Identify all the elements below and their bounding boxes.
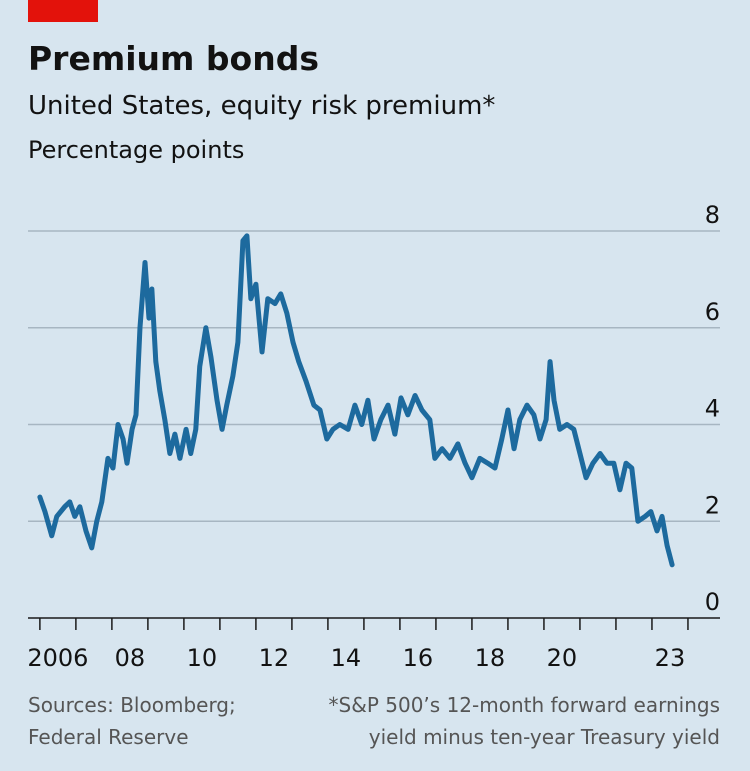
chart-title: Premium bonds: [28, 39, 319, 78]
y-tick-label: 6: [705, 298, 720, 326]
x-tick-label: 2006: [27, 644, 88, 672]
source: Sources: Bloomberg;: [28, 693, 236, 717]
x-tick-label: 18: [475, 644, 506, 672]
x-tick-label: 16: [403, 644, 434, 672]
y-tick-label: 4: [705, 395, 720, 423]
y-tick-label: 0: [705, 588, 720, 616]
y-tick-label: 8: [705, 201, 720, 229]
x-tick-label: 23: [655, 644, 686, 672]
x-tick-label: 08: [115, 644, 146, 672]
y-axis-label: Percentage points: [28, 136, 244, 164]
y-tick-label: 2: [705, 491, 720, 519]
x-tick-label: 20: [547, 644, 578, 672]
x-tick-label: 14: [331, 644, 362, 672]
x-tick-label: 10: [187, 644, 218, 672]
footnote: yield minus ten-year Treasury yield: [369, 725, 720, 749]
chart-subtitle: United States, equity risk premium*: [28, 91, 495, 121]
line-series: [37, 233, 675, 568]
x-tick-label: 12: [259, 644, 290, 672]
source: Federal Reserve: [28, 725, 189, 749]
footnote: *S&P 500’s 12-month forward earnings: [329, 693, 720, 717]
brand-tag: [28, 0, 98, 22]
